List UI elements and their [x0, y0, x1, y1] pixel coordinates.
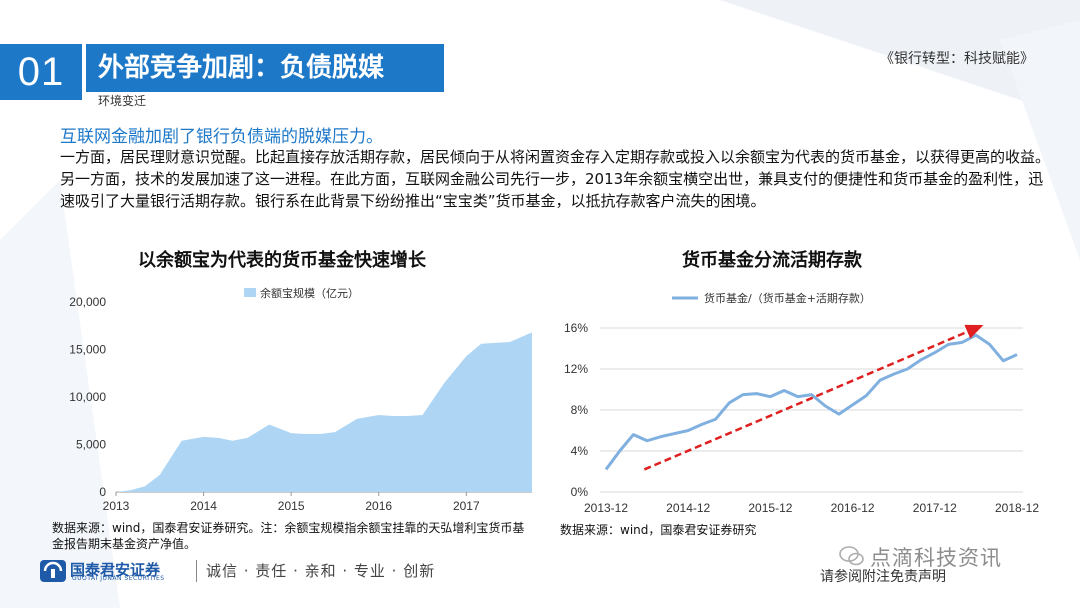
y-tick-label: 0: [99, 485, 106, 499]
series-area-yuebao: [116, 332, 532, 492]
x-tick-label: 2015: [278, 499, 305, 513]
trend-arrow: [643, 324, 984, 471]
x-tick-label: 2013: [103, 499, 130, 513]
y-tick-label: 10,000: [69, 390, 106, 404]
company-logo-text: 国泰君安证券: [70, 561, 161, 579]
legend-label: 余额宝规模（亿元）: [260, 286, 359, 300]
series-line-mmf-ratio: [604, 333, 1018, 471]
section-subtitle: 环境变迁: [98, 94, 147, 108]
body-paragraph: 一方面，居民理财意识觉醒。比起直接存放活期存款，居民倾向于从将闲置资金存入定期存…: [60, 148, 1051, 210]
footer: 国泰君安证券 GUOTAI JUNAN SECURITIES 诚信 · 责任 ·…: [0, 556, 1080, 586]
source-note-right: 数据来源：wind，国泰君安证券研究: [560, 523, 757, 537]
report-series-tag: 《银行转型：科技赋能》: [880, 51, 1034, 67]
y-tick-label: 20,000: [69, 295, 106, 309]
wechat-watermark-icon: [839, 546, 864, 566]
y-tick-label: 8%: [571, 403, 589, 417]
yuebao-area-chart: 0 5,000 10,000 15,000 20,000 2013 2014 2015 2016…: [69, 286, 532, 513]
y-tick-label: 16%: [564, 321, 588, 335]
x-tick-label: 2016: [365, 499, 392, 513]
y-tick-label: 0%: [571, 485, 589, 499]
y-tick-label: 4%: [571, 444, 589, 458]
lead-sentence: 互联网金融加剧了银行负债端的脱媒压力。: [60, 127, 383, 147]
x-tick-label: 2018-12: [995, 501, 1039, 515]
x-tick-label: 2017: [453, 499, 480, 513]
x-tick-label: 2014: [190, 499, 217, 513]
x-tick-label: 2013-12: [584, 501, 628, 515]
legend-label: 货币基金/（货币基金+活期存款）: [704, 291, 871, 305]
y-tick-label: 5,000: [76, 438, 106, 452]
footer-divider: [196, 560, 197, 582]
company-logo-subtext: GUOTAI JUNAN SECURITIES: [72, 575, 165, 582]
x-tick-label: 2015-12: [748, 501, 792, 515]
x-tick-label: 2014-12: [666, 501, 710, 515]
legend-swatch: [244, 288, 256, 297]
company-motto: 诚信 · 责任 · 亲和 · 专业 · 创新: [206, 562, 436, 580]
page-title: 外部竞争加剧：负债脱媒: [86, 44, 444, 92]
source-note-left: 数据来源：wind，国泰君安证券研究。注：余额宝规模指余额宝挂靠的天弘增利宝货币…: [52, 521, 525, 551]
section-number: 01: [0, 44, 82, 100]
x-tick-label: 2017-12: [913, 501, 957, 515]
watermark-text: 点滴科技资讯: [870, 546, 1002, 570]
disclaimer-text: 请参阅附注免责声明: [820, 569, 946, 585]
mmf-ratio-line-chart: 0% 4% 8% 12% 16% 2013-12 2014-12 2015-12 2016-12…: [564, 291, 1039, 515]
chart-title-mmf-ratio: 货币基金分流活期存款: [682, 250, 862, 271]
y-tick-label: 15,000: [69, 343, 106, 357]
company-logo-icon: [40, 560, 66, 582]
y-tick-label: 12%: [564, 362, 588, 376]
x-tick-label: 2016-12: [831, 501, 875, 515]
chart-title-yuebao: 以余额宝为代表的货币基金快速增长: [138, 250, 426, 271]
